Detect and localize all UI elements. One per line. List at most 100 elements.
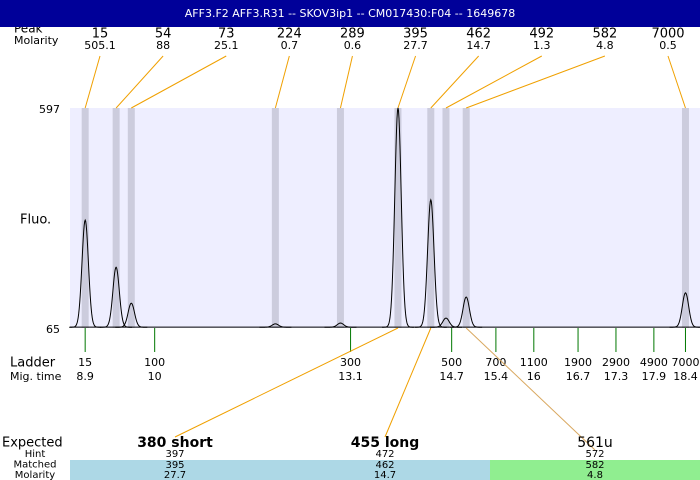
ladder-label: Ladder [10, 356, 56, 371]
ladder-bp: 1900 [564, 356, 592, 369]
trace-peak [382, 107, 414, 328]
peak-bp: 492 [529, 27, 554, 42]
ladder-bp: 7000 [671, 356, 699, 369]
peak-band [81, 108, 89, 328]
peak-molarity: 0.6 [344, 39, 362, 52]
expected-matched: 395 [165, 460, 184, 471]
expected-hint: 472 [375, 449, 394, 460]
peak-band [336, 108, 344, 328]
ladder-bp: 500 [441, 356, 462, 369]
ladder-time: 17.3 [604, 370, 629, 383]
peak-connector [115, 55, 164, 109]
peak-molarity: 1.3 [533, 39, 551, 52]
expected-label: Expected [2, 436, 63, 451]
ladder-time: 8.9 [76, 370, 94, 383]
peak-bp: 224 [277, 27, 302, 42]
ladder-time: 16 [527, 370, 541, 383]
y-tick-label: 65 [46, 323, 60, 336]
expected-connector [384, 327, 432, 438]
header-bar [0, 0, 700, 27]
peak-bp: 54 [155, 27, 172, 42]
expected-connector [174, 327, 399, 438]
peak-connector [84, 55, 101, 109]
matched-bg [280, 460, 490, 480]
peak-connector [667, 55, 686, 109]
ladder-time: 14.7 [439, 370, 464, 383]
expected-hint: 572 [585, 449, 604, 460]
peak-band [127, 108, 135, 328]
peak-band [427, 108, 435, 328]
peak-bp: 73 [218, 27, 235, 42]
peak-bp: 395 [403, 27, 428, 42]
trace-peak [115, 302, 148, 328]
peak-bp: 289 [340, 27, 365, 42]
molarity-row-label: Molarity [14, 34, 59, 47]
peak-connector [131, 55, 227, 109]
peak-molarity: 88 [156, 39, 170, 52]
peak-connector [430, 55, 480, 109]
peak-band [442, 108, 450, 328]
y-tick-label: 597 [39, 103, 60, 116]
trace-peak [450, 296, 483, 328]
ladder-time: 13.1 [338, 370, 363, 383]
ladder-bp: 2900 [602, 356, 630, 369]
ladder-time: 17.9 [642, 370, 667, 383]
peak-molarity: 505.1 [84, 39, 116, 52]
trace-peak [414, 198, 447, 328]
expected-name: 561u [577, 435, 613, 451]
peak-bp: 15 [92, 27, 109, 42]
ladder-bp: 1100 [520, 356, 548, 369]
ladder-bp: 4900 [640, 356, 668, 369]
peak-molarity: 25.1 [214, 39, 239, 52]
trace-peak [669, 292, 700, 328]
expected-molarity: 4.8 [587, 470, 603, 480]
ladder-time: 16.7 [566, 370, 591, 383]
time-label: Mig. time [10, 370, 62, 383]
expected-matched: 582 [585, 460, 604, 471]
trace-peak [324, 322, 357, 328]
expected-connector [465, 327, 596, 451]
trace-peak [69, 218, 102, 328]
peak-band [394, 108, 402, 328]
peak-bp: 462 [466, 27, 491, 42]
expected-matched: 462 [375, 460, 394, 471]
expected-name: 380 short [137, 435, 213, 451]
ladder-bp: 100 [144, 356, 165, 369]
peak-connector [397, 55, 417, 109]
y-axis-label: Fluo. [20, 213, 51, 228]
expected-hint: 397 [165, 449, 184, 460]
ladder-bp: 300 [340, 356, 361, 369]
expected-name: 455 long [351, 435, 420, 451]
matched-bg [70, 460, 280, 480]
peak-molarity: 4.8 [596, 39, 614, 52]
peak-molarity: 14.7 [466, 39, 491, 52]
expected-molarity: 14.7 [374, 470, 396, 480]
expected-molarity: 27.7 [164, 470, 186, 480]
matched-bg [490, 460, 700, 480]
peak-connector [274, 55, 290, 109]
peak-band [681, 108, 689, 328]
peak-band [462, 108, 470, 328]
peak-band [271, 108, 279, 328]
plot-area [70, 108, 700, 328]
expected-row-label: Matched [13, 460, 56, 471]
peak-connector [339, 55, 353, 109]
expected-row-label: Hint [25, 449, 46, 460]
ladder-bp: 700 [485, 356, 506, 369]
trace-peak [100, 266, 133, 328]
peak-bp: 7000 [651, 27, 684, 42]
peak-band [112, 108, 120, 328]
peak-bp: 582 [592, 27, 617, 42]
peak-connector [466, 55, 606, 109]
ladder-time: 15.4 [484, 370, 509, 383]
ladder-bp: 15 [78, 356, 92, 369]
expected-row-label: Molarity [15, 470, 55, 480]
ladder-time: 10 [148, 370, 162, 383]
peak-connector [445, 55, 543, 109]
trace-peak [259, 323, 292, 328]
header-title: AFF3.F2 AFF3.R31 -- SKOV3ip1 -- CM017430… [185, 7, 515, 20]
ladder-time: 18.4 [673, 370, 698, 383]
peak-molarity: 0.5 [659, 39, 677, 52]
peak-molarity: 0.7 [281, 39, 299, 52]
